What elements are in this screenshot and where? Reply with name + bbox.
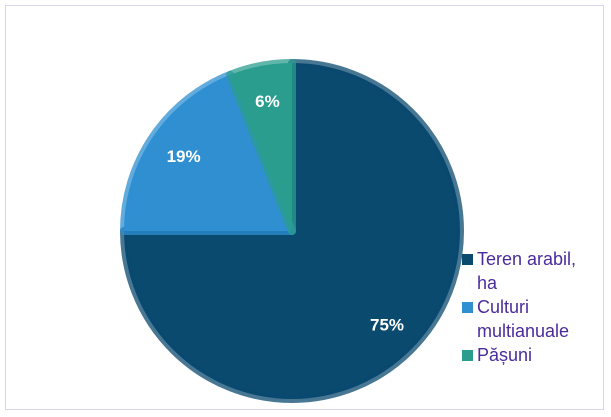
pie-slice	[120, 59, 464, 403]
legend-item: Pășuni	[462, 343, 597, 367]
legend-label: Culturi multianuale	[477, 297, 570, 341]
legend: Teren arabil, ha Culturi multianuale Pășun…	[462, 247, 597, 367]
pie-slice	[120, 70, 296, 235]
data-label: 6%	[255, 92, 280, 111]
legend-swatch	[462, 302, 473, 313]
legend-label: Teren arabil, ha	[477, 249, 577, 293]
chart-frame	[5, 5, 604, 410]
legend-label: Pășuni	[477, 345, 533, 365]
legend-swatch	[462, 254, 473, 265]
data-label: 19%	[167, 147, 201, 166]
legend-swatch	[462, 350, 473, 361]
data-label: 75%	[370, 316, 404, 335]
legend-item: Teren arabil, ha	[462, 247, 597, 295]
pie-slice	[226, 59, 296, 235]
legend-item: Culturi multianuale	[462, 295, 597, 343]
